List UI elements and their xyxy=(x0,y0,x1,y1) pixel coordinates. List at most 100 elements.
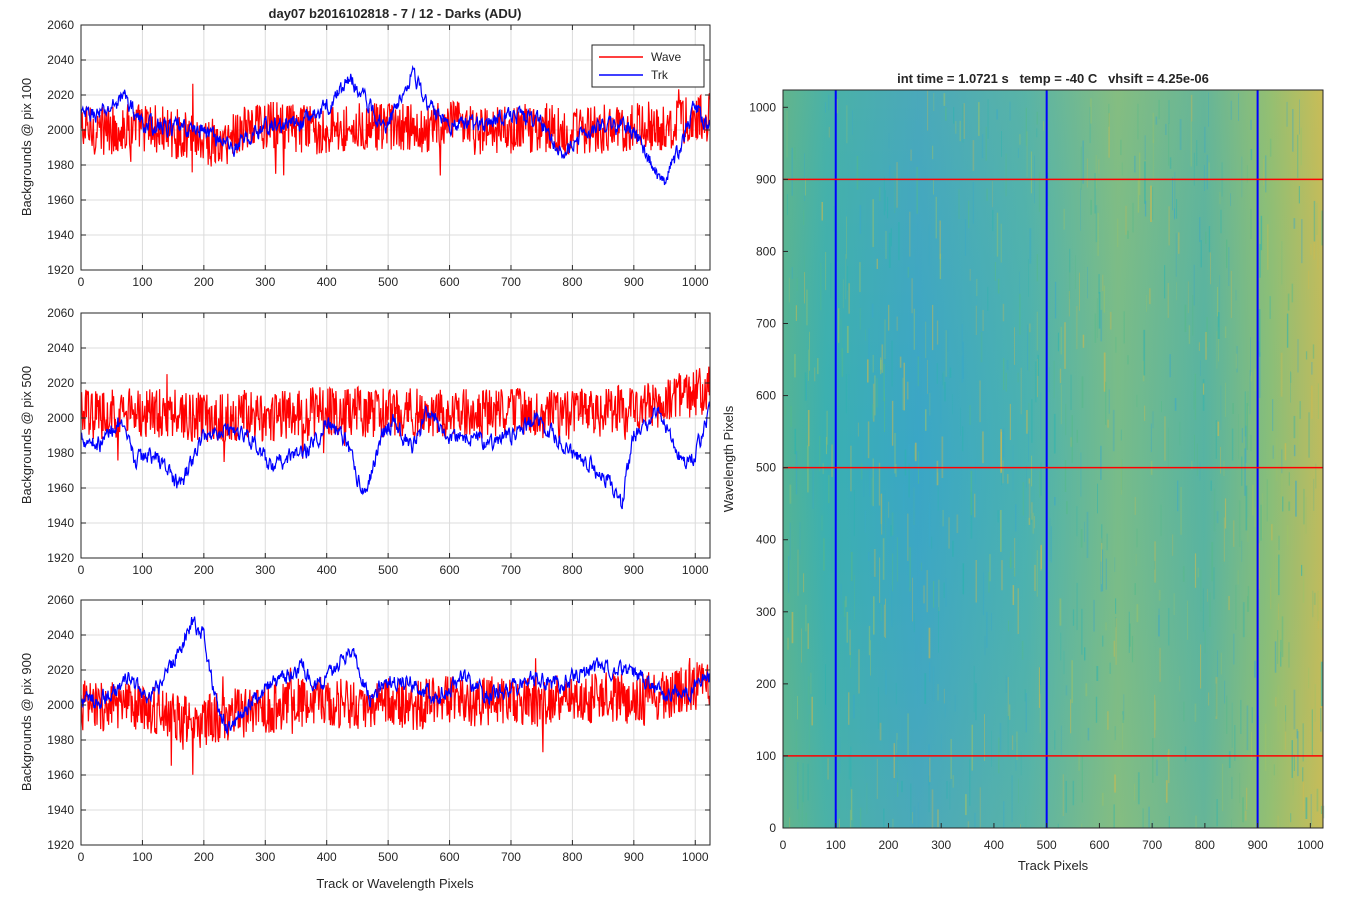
heatmap-streak xyxy=(943,93,946,106)
heatmap-streak xyxy=(935,196,937,239)
heatmap-streak xyxy=(1211,542,1214,582)
heatmap-streak xyxy=(1050,526,1052,563)
heatmap-streak xyxy=(1312,344,1315,359)
heatmap-streak xyxy=(967,821,970,828)
heatmap-streak xyxy=(969,758,971,806)
heatmap-streak xyxy=(1290,371,1291,403)
heatmap-streak xyxy=(1002,428,1005,458)
heatmap-y-tick-label: 500 xyxy=(756,461,776,475)
heatmap-streak xyxy=(1313,200,1316,242)
heatmap-streak xyxy=(803,210,805,225)
heatmap-streak xyxy=(1100,445,1102,480)
heatmap-streak xyxy=(925,409,927,431)
heatmap-streak xyxy=(933,93,935,112)
heatmap-streak xyxy=(850,652,851,668)
heatmap-streak xyxy=(786,194,788,216)
heatmap-streak xyxy=(906,381,909,400)
heatmap-streak xyxy=(927,90,929,131)
heatmap-streak xyxy=(811,696,813,726)
heatmap-streak xyxy=(891,340,893,387)
heatmap-streak xyxy=(1065,403,1067,436)
heatmap-streak xyxy=(940,733,942,760)
heatmap-y-tick-label: 300 xyxy=(756,605,776,619)
heatmap-streak xyxy=(1317,239,1319,270)
heatmap-streak xyxy=(1095,696,1098,723)
heatmap-streak xyxy=(849,480,851,498)
heatmap-streak xyxy=(1002,460,1004,484)
heatmap-axis-ticks: 0 100 200 300 400 500 600 700 800 900 1000 0 100 200 3… xyxy=(749,100,1324,852)
heatmap-streak xyxy=(1213,567,1215,600)
heatmap-streak xyxy=(1098,159,1100,174)
heatmap-streak xyxy=(1158,615,1160,637)
heatmap-streak xyxy=(1137,178,1140,213)
x-tick-label: 500 xyxy=(378,275,398,289)
heatmap-streak xyxy=(1101,524,1103,543)
heatmap-streak xyxy=(846,105,848,144)
heatmap-streak xyxy=(1057,823,1059,828)
heatmap-streak xyxy=(984,714,985,761)
heatmap-streak xyxy=(916,166,918,214)
heatmap-streak xyxy=(789,817,791,828)
heatmap-streak xyxy=(1069,260,1071,299)
heatmap-streak xyxy=(807,623,809,649)
heatmap-streak xyxy=(988,571,990,593)
heatmap-streak xyxy=(848,374,850,400)
heatmap-streak xyxy=(1168,816,1170,828)
y-tick-label: 2020 xyxy=(47,663,74,677)
heatmap-streak xyxy=(840,583,842,615)
y-tick-label: 1960 xyxy=(47,193,74,207)
heatmap-streak xyxy=(865,328,866,341)
heatmap-streak xyxy=(1311,385,1313,419)
heatmap-streak xyxy=(1292,109,1294,152)
heatmap-streak xyxy=(1293,415,1296,439)
heatmap-streak xyxy=(1081,823,1083,828)
heatmap-streak xyxy=(1028,328,1030,372)
heatmap-streak xyxy=(985,126,987,161)
heatmap-y-tick-label: 1000 xyxy=(749,100,776,114)
heatmap-streak xyxy=(1246,705,1249,751)
heatmap-streak xyxy=(1047,315,1049,336)
heatmap-streak xyxy=(836,490,838,529)
x-tick-label: 1000 xyxy=(682,850,709,864)
heatmap-streak xyxy=(1060,326,1062,355)
heatmap-streak xyxy=(933,179,934,195)
heatmap-streak xyxy=(1017,372,1019,383)
legend-label-wave: Wave xyxy=(651,50,682,64)
heatmap-streak xyxy=(933,580,935,608)
heatmap-streak xyxy=(928,627,931,659)
heatmap-streak xyxy=(828,126,830,138)
heatmap-streak xyxy=(803,255,805,277)
heatmap-streak xyxy=(929,392,931,416)
heatmap-streak xyxy=(874,375,876,416)
heatmap-streak xyxy=(889,165,891,181)
heatmap-streak xyxy=(1205,332,1207,360)
series-line-trk xyxy=(81,64,710,186)
heatmap-streak xyxy=(789,522,791,560)
heatmap-streak xyxy=(881,493,883,535)
heatmap-y-tick-label: 400 xyxy=(756,533,776,547)
heatmap-streak xyxy=(1060,632,1062,661)
heatmap-streak xyxy=(954,694,956,712)
heatmap-streak xyxy=(1280,352,1283,397)
heatmap-streak xyxy=(1205,231,1207,244)
heatmap-streak xyxy=(1239,772,1241,803)
heatmap-streak xyxy=(821,202,823,221)
heatmap-streak xyxy=(937,809,939,828)
heatmap-streak xyxy=(1188,325,1191,344)
heatmap-streak xyxy=(1228,751,1231,768)
heatmap-streak xyxy=(1034,564,1036,591)
heatmap-streak xyxy=(1286,313,1289,348)
heatmap-streak xyxy=(1197,567,1199,578)
heatmap-streak xyxy=(1003,801,1005,828)
heatmap-streak xyxy=(1200,644,1202,689)
heatmap-streak xyxy=(1238,93,1239,121)
heatmap-streak xyxy=(1224,498,1227,529)
heatmap-streak xyxy=(947,329,949,352)
x-tick-label: 100 xyxy=(132,275,152,289)
heatmap-streak xyxy=(848,692,850,725)
x-tick-label: 900 xyxy=(624,850,644,864)
heatmap-streak xyxy=(963,103,965,139)
heatmap-streak xyxy=(1090,98,1092,124)
heatmap-streak xyxy=(997,510,999,523)
heatmap-streak xyxy=(1241,456,1243,486)
